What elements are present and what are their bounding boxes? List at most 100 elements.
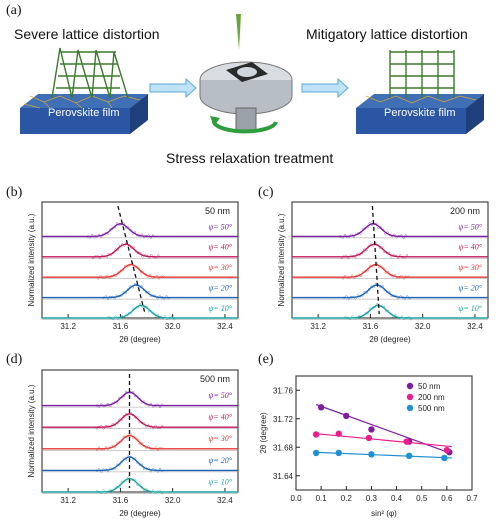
series-point [102, 405, 105, 408]
series-point [154, 404, 157, 407]
series-point [109, 467, 112, 470]
series-point [150, 254, 153, 257]
series-point [115, 222, 119, 225]
series-point [143, 444, 146, 448]
series-point [152, 255, 155, 259]
series-point [138, 285, 141, 289]
series-line [292, 223, 488, 238]
series-point [354, 233, 358, 236]
series-point [124, 291, 128, 294]
series-point [106, 425, 110, 428]
series-point [350, 274, 354, 277]
series-point [356, 252, 359, 256]
series-point [109, 228, 112, 231]
plot-frame [41, 369, 239, 493]
series-point [390, 255, 393, 258]
series-line [292, 263, 488, 278]
series-point [166, 317, 169, 321]
series-point [387, 310, 390, 313]
series-point [161, 492, 164, 495]
series-point [137, 267, 140, 270]
series-point [122, 480, 126, 483]
series-point [408, 297, 411, 300]
series-point [383, 250, 386, 253]
series-point [109, 316, 113, 320]
legend-marker [406, 393, 414, 401]
data-point [368, 451, 375, 458]
series-point [156, 448, 159, 452]
series-point [365, 248, 368, 252]
series-point [114, 248, 117, 251]
series-point [402, 317, 406, 321]
series-point [145, 467, 148, 470]
series-point [105, 255, 108, 259]
series-point [127, 434, 130, 438]
series-point [136, 234, 139, 237]
series-point [118, 245, 122, 248]
series-point [118, 223, 121, 226]
y-axis-title: Normalized intensity (a.u.) [27, 213, 36, 306]
series-point [135, 265, 138, 268]
stress-relaxation-stage [199, 14, 293, 134]
series-point [122, 290, 125, 294]
series-point [111, 227, 114, 230]
series-point [88, 236, 92, 239]
x-axis-title: 2θ (degree) [119, 509, 161, 518]
series-point [122, 435, 126, 439]
series-point [362, 313, 365, 316]
series-point [140, 285, 143, 288]
fit-line [315, 403, 453, 455]
series-point [107, 252, 110, 256]
series-point [149, 402, 153, 405]
series-point [160, 296, 164, 299]
series-label: ψ= 50° [208, 222, 232, 231]
data-point [312, 449, 320, 457]
series-point [345, 295, 348, 298]
series-point [382, 228, 385, 232]
series-point [134, 479, 137, 482]
series-point [121, 243, 124, 246]
series-label: ψ= 30° [208, 434, 232, 443]
series-point [95, 448, 99, 452]
series-point [395, 276, 399, 279]
data-point [335, 430, 342, 437]
series-point [133, 231, 137, 234]
series-point [109, 446, 112, 449]
series-point [145, 254, 149, 258]
series-point [102, 427, 105, 430]
series-point [382, 267, 385, 270]
legend-label: 200 nm [418, 393, 445, 402]
series-point [343, 233, 347, 237]
series-point [115, 274, 118, 277]
series-point [124, 226, 128, 229]
series-point [151, 276, 154, 279]
series-point [100, 235, 103, 238]
y-axis-title: 2θ (degree) [259, 412, 268, 454]
series-point [339, 235, 342, 238]
series-point [140, 463, 144, 466]
series-point [111, 490, 114, 493]
x-tick-label: 0.5 [416, 494, 428, 503]
series-point [391, 275, 394, 278]
series-point [352, 235, 356, 238]
series-line [42, 413, 238, 428]
series-point [134, 307, 137, 310]
series-point [118, 396, 121, 400]
series-point [344, 274, 347, 278]
series-point [139, 271, 143, 274]
series-point [86, 235, 89, 238]
series-point [143, 489, 146, 492]
series-point [154, 424, 157, 428]
series-point [136, 416, 139, 419]
series-point [97, 446, 101, 449]
series-point [106, 490, 110, 493]
series-point [111, 467, 114, 471]
series-point [134, 436, 137, 439]
series-point [400, 234, 403, 237]
series-point [147, 490, 150, 493]
series-point [391, 234, 394, 238]
series-point [386, 231, 389, 234]
series-point [98, 256, 101, 260]
series-line [42, 304, 238, 319]
series-point [353, 317, 356, 320]
